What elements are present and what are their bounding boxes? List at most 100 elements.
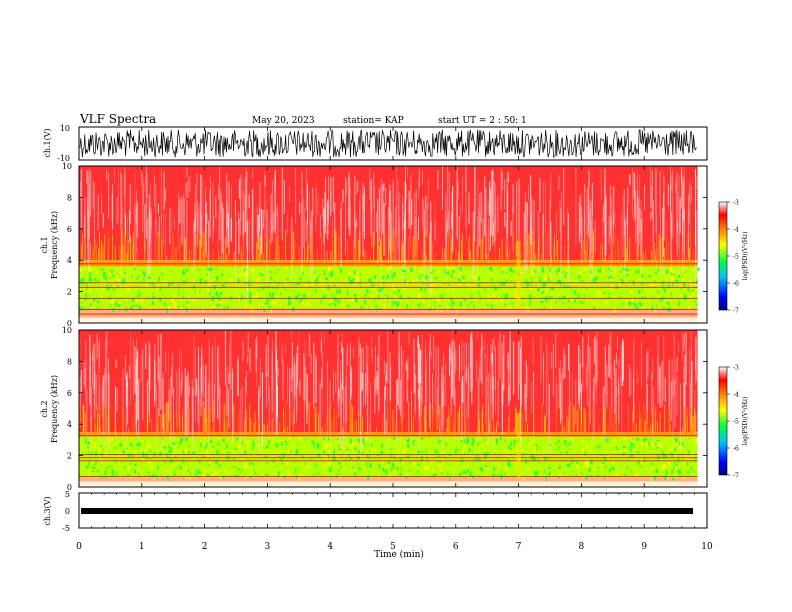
spectrogram-tone-line xyxy=(79,457,698,459)
spectrogram-speckle xyxy=(506,448,508,453)
spectrogram-speckle xyxy=(391,453,393,458)
x-tick-label: 4 xyxy=(327,542,333,552)
spectrogram-streak xyxy=(265,370,268,407)
spectrogram-streak xyxy=(476,361,478,380)
spectrogram-speckle xyxy=(542,446,545,450)
spectrogram-streak xyxy=(258,208,260,231)
spectrogram-flicker xyxy=(276,255,278,261)
spectrogram-streak xyxy=(90,354,91,382)
spectrogram-speckle xyxy=(291,452,294,455)
spectrogram-speckle xyxy=(337,299,340,304)
spectrogram-speckle xyxy=(331,301,333,305)
spectrogram-streak xyxy=(408,190,410,214)
spectrogram-speckle xyxy=(371,294,374,299)
spectrogram-speckle xyxy=(506,454,508,457)
spectrogram-streak xyxy=(668,359,670,416)
spectrogram-speckle xyxy=(430,290,433,294)
spectrogram-flicker xyxy=(275,251,277,261)
spectrogram-speckle xyxy=(366,454,370,459)
spectrogram-streak xyxy=(487,343,488,404)
spectrogram-speckle xyxy=(652,291,656,294)
spectrogram-speckle xyxy=(179,466,182,469)
spectrogram-streak xyxy=(157,203,159,214)
spectrogram-speckle xyxy=(175,446,177,451)
spectrogram-speckle xyxy=(468,283,470,288)
spectrogram-streak xyxy=(633,338,635,390)
spectrogram-flicker xyxy=(241,251,243,261)
spectrogram-speckle xyxy=(440,294,444,299)
spectrogram-speckle xyxy=(323,270,326,276)
spectrogram-flicker xyxy=(228,242,229,261)
spectrogram-speckle xyxy=(623,452,626,454)
spectrogram-speckle xyxy=(249,300,252,304)
spectrogram-speckle xyxy=(323,458,327,461)
spectrogram-speckle xyxy=(571,471,574,473)
spectrogram-flicker xyxy=(206,418,208,433)
spectrogram-speckle xyxy=(504,267,507,273)
ch1-colorbar-ticks: -3-4-5-6-7 xyxy=(727,200,739,315)
spectrogram-flicker xyxy=(524,404,526,432)
spectrogram-flicker xyxy=(618,253,620,261)
spectrogram-speckle xyxy=(288,300,291,306)
spectrogram-speckle xyxy=(537,450,539,453)
spectrogram-speckle xyxy=(152,292,154,296)
spectrogram-speckle xyxy=(485,467,487,470)
spectrogram-speckle xyxy=(367,270,369,273)
spectrogram-speckle xyxy=(86,467,89,470)
spectrogram-speckle xyxy=(508,455,511,458)
spectrogram-speckle xyxy=(490,266,492,271)
spectrogram-flicker xyxy=(602,245,603,261)
spectrogram-streak xyxy=(176,371,178,427)
spectrogram-streak xyxy=(147,218,149,288)
spectrogram-streak xyxy=(388,192,391,222)
spectrogram-speckle xyxy=(560,283,561,286)
spectrogram-speckle xyxy=(173,302,177,304)
spectrogram-streak xyxy=(299,379,301,396)
spectrogram-speckle xyxy=(168,477,170,482)
spectrogram-speckle xyxy=(281,460,284,465)
spectrogram-flicker xyxy=(257,239,259,261)
spectrogram-speckle xyxy=(634,303,637,309)
spectrogram-speckle xyxy=(170,282,174,285)
spectrogram-speckle xyxy=(85,441,88,445)
spectrogram-streak xyxy=(85,350,87,401)
spectrogram-streak xyxy=(543,352,544,406)
spectrogram-speckle xyxy=(301,272,304,276)
spectrogram-speckle xyxy=(392,291,396,294)
spectrogram-speckle xyxy=(607,267,610,270)
spectrogram-speckle xyxy=(136,443,139,447)
colorbar-tick-label: -3 xyxy=(733,200,739,207)
spectrogram-speckle xyxy=(325,442,329,447)
spectrogram-streak xyxy=(88,168,90,240)
spectrogram-speckle xyxy=(468,448,471,452)
spectrogram-streak xyxy=(185,376,187,437)
spectrogram-speckle xyxy=(572,280,575,282)
spectrogram-streak xyxy=(181,372,183,389)
spectrogram-speckle xyxy=(132,455,134,458)
spectrogram-speckle xyxy=(389,448,392,451)
spectrogram-flicker xyxy=(547,423,549,433)
spectrogram-speckle xyxy=(361,272,364,274)
spectrogram-speckle xyxy=(232,466,236,468)
spectrogram-speckle xyxy=(412,279,415,283)
spectrogram-streak xyxy=(366,363,369,436)
spectrogram-flicker xyxy=(381,255,383,261)
spectrogram-streak xyxy=(695,337,696,371)
spectrogram-speckle xyxy=(509,268,513,272)
spectrogram-streak xyxy=(398,332,400,410)
spectrogram-speckle xyxy=(89,267,92,271)
spectrogram-streak xyxy=(506,220,507,258)
spectrogram-streak xyxy=(349,343,351,408)
spectrogram-flicker xyxy=(408,236,410,261)
spectrogram-flicker xyxy=(571,409,573,433)
spectrogram-speckle xyxy=(210,447,213,450)
spectrogram-speckle xyxy=(327,454,330,458)
spectrogram-streak xyxy=(494,337,495,351)
spectrogram-streak xyxy=(605,198,607,255)
spectrogram-speckle xyxy=(325,471,327,474)
spectrogram-streak xyxy=(526,201,528,271)
ch3-waveform-trace xyxy=(81,508,693,514)
spectrogram-speckle xyxy=(117,290,119,295)
spectrogram-speckle xyxy=(429,290,432,294)
spectrogram-speckle xyxy=(470,301,473,304)
